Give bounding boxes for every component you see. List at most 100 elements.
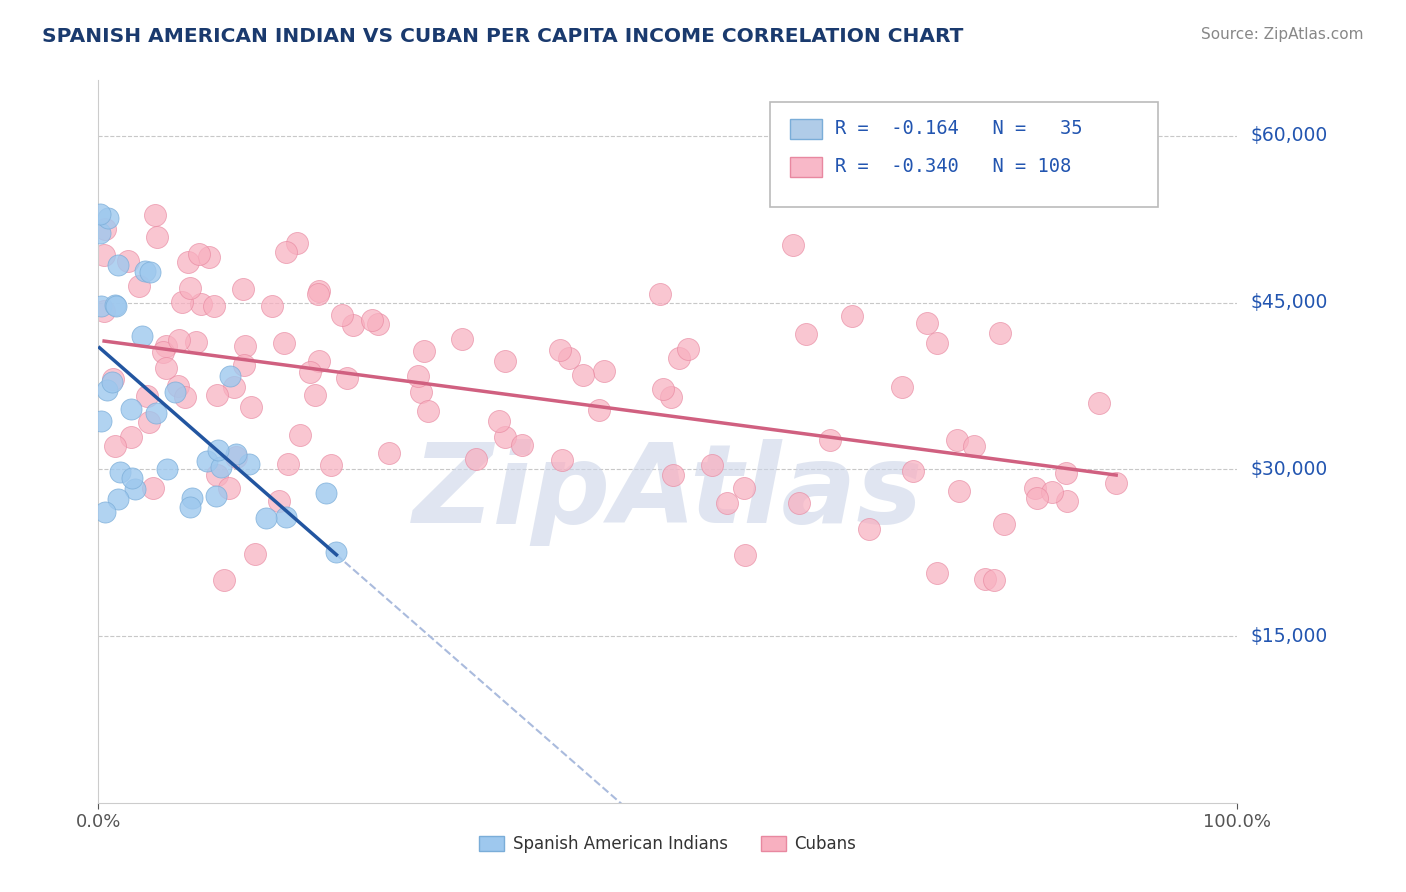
Point <box>139 265 162 279</box>
Point <box>163 385 186 400</box>
Point <box>198 250 221 264</box>
Point <box>299 365 322 379</box>
Point <box>330 308 353 322</box>
Text: Source: ZipAtlas.com: Source: ZipAtlas.com <box>1201 27 1364 42</box>
Point <box>406 368 429 383</box>
Point <box>891 380 914 394</box>
Point <box>1056 494 1078 508</box>
Text: $60,000: $60,000 <box>1251 127 1329 145</box>
Point <box>1088 396 1111 410</box>
Point <box>218 482 240 496</box>
Point <box>225 447 247 461</box>
Point <box>93 303 115 318</box>
Text: R =  -0.340   N = 108: R = -0.340 N = 108 <box>835 158 1071 177</box>
Point <box>716 496 738 510</box>
Legend: Spanish American Indians, Cubans: Spanish American Indians, Cubans <box>472 828 863 860</box>
Point <box>342 318 364 333</box>
Point <box>700 458 723 472</box>
Bar <box>790 157 821 178</box>
Bar <box>790 119 821 139</box>
Point <box>308 354 330 368</box>
Point <box>662 468 685 483</box>
Point <box>416 404 439 418</box>
Point <box>152 345 174 359</box>
Point <box>180 491 202 505</box>
Point <box>117 254 139 268</box>
Point <box>177 254 200 268</box>
Point <box>233 339 256 353</box>
Point <box>107 258 129 272</box>
Point <box>782 238 804 252</box>
Point <box>143 208 166 222</box>
Point <box>142 481 165 495</box>
Point <box>204 489 226 503</box>
Point <box>107 492 129 507</box>
Point <box>841 309 863 323</box>
Point <box>110 465 132 479</box>
Point <box>325 545 347 559</box>
Point <box>336 370 359 384</box>
Point <box>187 247 209 261</box>
Point <box>224 380 246 394</box>
Point <box>796 327 818 342</box>
Point <box>1105 476 1128 491</box>
Point <box>155 360 177 375</box>
Point <box>915 316 938 330</box>
Point <box>787 496 810 510</box>
FancyBboxPatch shape <box>770 102 1157 207</box>
Point <box>94 222 117 236</box>
Point <box>734 549 756 563</box>
Text: R =  -0.164   N =   35: R = -0.164 N = 35 <box>835 120 1083 138</box>
Point <box>245 547 267 561</box>
Point <box>124 482 146 496</box>
Point <box>238 458 260 472</box>
Point <box>494 430 516 444</box>
Point <box>104 298 127 312</box>
Point <box>121 471 143 485</box>
Point <box>128 278 150 293</box>
Point <box>179 281 201 295</box>
Text: $30,000: $30,000 <box>1251 460 1329 479</box>
Point <box>319 458 342 472</box>
Point <box>592 364 614 378</box>
Point <box>409 384 432 399</box>
Point <box>276 509 298 524</box>
Point <box>179 500 201 515</box>
Point <box>94 505 117 519</box>
Point <box>254 510 277 524</box>
Point <box>146 230 169 244</box>
Point <box>1040 484 1063 499</box>
Point <box>166 379 188 393</box>
Point <box>304 387 326 401</box>
Text: $45,000: $45,000 <box>1251 293 1329 312</box>
Point <box>214 574 236 588</box>
Point <box>927 566 949 581</box>
Point <box>1024 481 1046 495</box>
Point <box>652 382 675 396</box>
Point <box>558 351 581 366</box>
Point <box>548 343 571 358</box>
Point <box>274 245 297 260</box>
Point <box>733 481 755 495</box>
Point <box>412 344 434 359</box>
Point <box>120 401 142 416</box>
Point <box>285 235 308 250</box>
Point <box>510 438 533 452</box>
Point <box>89 207 111 221</box>
Point <box>93 248 115 262</box>
Point <box>488 414 510 428</box>
Point <box>361 313 384 327</box>
Point <box>170 295 193 310</box>
Point <box>308 284 330 298</box>
Point <box>195 454 218 468</box>
Point <box>156 462 179 476</box>
Point <box>90 299 112 313</box>
Point <box>207 442 229 457</box>
Point <box>273 336 295 351</box>
Point <box>948 484 970 499</box>
Point <box>927 336 949 351</box>
Point <box>315 486 337 500</box>
Point <box>190 297 212 311</box>
Point <box>120 430 142 444</box>
Point <box>225 450 247 464</box>
